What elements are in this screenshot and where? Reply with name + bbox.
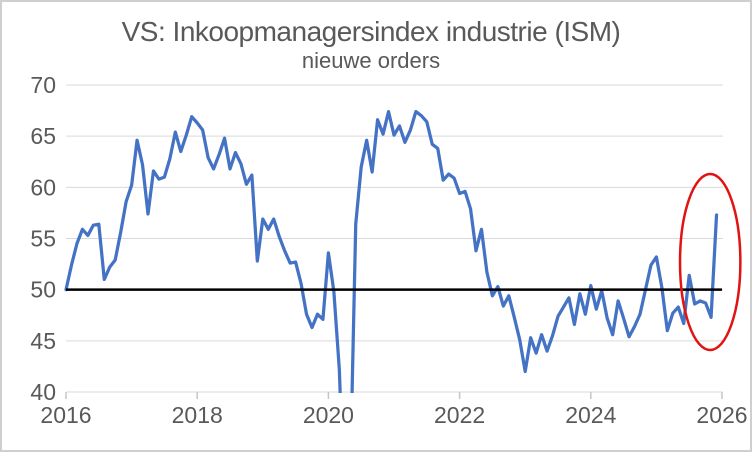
y-axis-label-50: 50: [30, 277, 56, 303]
x-axis-label-2018: 2018: [172, 402, 223, 428]
series-line-group: [64, 109, 719, 393]
y-axis-labels: 40 45 50 55 60 65 70: [30, 72, 56, 405]
x-axis-labels: 2016 2018 2020 2022 2024 2026: [40, 402, 747, 428]
x-axis-label-2016: 2016: [40, 402, 91, 428]
chart-title: VS: Inkoopmanagersindex industrie (ISM): [121, 16, 621, 47]
annotation-ellipse: [678, 172, 742, 352]
highlight-ellipse: [678, 172, 742, 352]
y-axis-label-40: 40: [30, 379, 56, 405]
x-axis-label-2024: 2024: [565, 402, 616, 428]
x-axis-ticks: [65, 392, 723, 399]
x-axis-label-2026: 2026: [696, 402, 747, 428]
y-axis-label-65: 65: [30, 123, 56, 149]
chart-subtitle: nieuwe orders: [301, 48, 441, 73]
y-axis-label-45: 45: [30, 328, 56, 354]
y-axis-label-60: 60: [30, 174, 56, 200]
y-axis-label-55: 55: [30, 226, 56, 252]
x-axis-label-2020: 2020: [303, 402, 354, 428]
x-axis-label-2022: 2022: [434, 402, 485, 428]
y-axis-label-70: 70: [30, 72, 56, 98]
series-line: [64, 109, 719, 393]
